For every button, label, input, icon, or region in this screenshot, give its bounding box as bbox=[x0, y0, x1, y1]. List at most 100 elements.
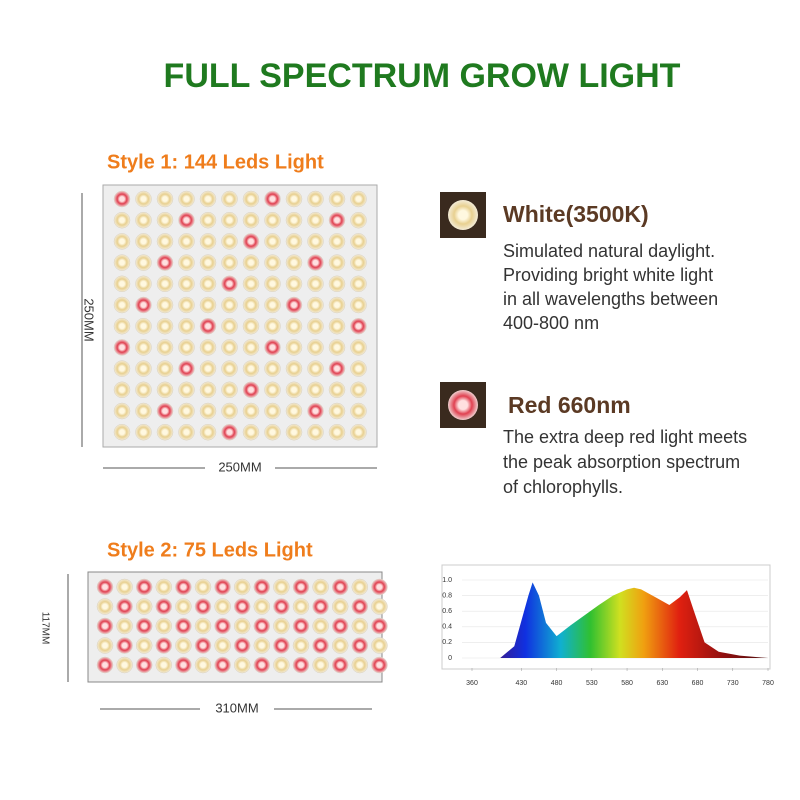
led bbox=[307, 360, 324, 377]
led bbox=[199, 190, 217, 208]
style-label: Style 1: 144 Leds Light bbox=[107, 151, 324, 173]
feature-title: Red 660nm bbox=[508, 392, 631, 418]
label-bg bbox=[205, 460, 275, 476]
led bbox=[135, 254, 152, 271]
led bbox=[350, 296, 367, 314]
led bbox=[307, 423, 324, 441]
led bbox=[221, 381, 238, 399]
led bbox=[214, 598, 231, 615]
led bbox=[242, 233, 260, 250]
title: FULL SPECTRUM GROW LIGHT bbox=[164, 57, 681, 95]
led bbox=[178, 296, 195, 314]
led bbox=[113, 360, 131, 377]
led bbox=[135, 296, 152, 314]
led bbox=[135, 617, 153, 635]
led bbox=[156, 339, 174, 356]
led bbox=[155, 617, 173, 635]
led bbox=[285, 402, 303, 420]
led bbox=[96, 598, 114, 615]
led bbox=[199, 360, 217, 377]
led bbox=[233, 656, 251, 674]
led bbox=[194, 598, 212, 615]
led bbox=[350, 360, 367, 377]
led bbox=[242, 317, 260, 335]
led bbox=[156, 381, 174, 399]
led bbox=[328, 423, 346, 441]
y-tick-label: 0.4 bbox=[442, 624, 452, 631]
y-tick-label: 1.0 bbox=[442, 577, 452, 584]
led bbox=[233, 578, 251, 596]
led bbox=[328, 317, 346, 335]
led bbox=[96, 578, 114, 596]
led bbox=[135, 190, 152, 208]
x-tick-label: 680 bbox=[692, 680, 704, 687]
led bbox=[135, 360, 152, 377]
led bbox=[199, 211, 217, 229]
led bbox=[221, 275, 238, 293]
dimension: 117MM bbox=[39, 612, 50, 645]
led bbox=[328, 339, 346, 356]
led bbox=[285, 254, 303, 271]
y-tick-label: 0.8 bbox=[442, 592, 452, 599]
x-tick-label: 630 bbox=[656, 680, 668, 687]
led bbox=[156, 233, 174, 250]
led bbox=[242, 254, 260, 271]
led bbox=[264, 339, 281, 356]
led bbox=[156, 275, 174, 293]
led bbox=[155, 656, 173, 674]
led bbox=[135, 598, 153, 615]
led bbox=[253, 617, 271, 635]
led bbox=[350, 339, 367, 356]
led bbox=[175, 617, 192, 635]
led bbox=[331, 617, 349, 635]
led bbox=[199, 296, 217, 314]
led bbox=[113, 275, 131, 293]
led bbox=[113, 317, 131, 335]
led bbox=[221, 254, 238, 271]
led bbox=[178, 275, 195, 293]
led bbox=[312, 637, 329, 654]
led bbox=[214, 617, 231, 635]
led bbox=[156, 211, 174, 229]
led bbox=[194, 617, 212, 635]
led bbox=[156, 423, 174, 441]
led bbox=[96, 656, 114, 674]
led bbox=[371, 617, 388, 635]
led bbox=[221, 402, 238, 420]
led bbox=[328, 402, 346, 420]
dimension: 250MM bbox=[218, 459, 261, 474]
led bbox=[350, 402, 367, 420]
led bbox=[285, 233, 303, 250]
led bbox=[328, 275, 346, 293]
led bbox=[253, 578, 271, 596]
led bbox=[273, 578, 290, 596]
led bbox=[116, 578, 133, 596]
led bbox=[351, 656, 369, 674]
led bbox=[273, 637, 290, 654]
led bbox=[312, 656, 329, 674]
led bbox=[113, 233, 131, 250]
led bbox=[350, 254, 367, 271]
led bbox=[292, 598, 310, 615]
led bbox=[156, 402, 174, 420]
spectrum-area bbox=[500, 582, 768, 658]
led bbox=[253, 598, 271, 615]
led bbox=[242, 211, 260, 229]
led bbox=[242, 190, 260, 208]
x-tick-label: 480 bbox=[551, 680, 563, 687]
led bbox=[178, 211, 195, 229]
style-label: Style 2: 75 Leds Light bbox=[107, 539, 313, 561]
x-tick-label: 730 bbox=[727, 680, 739, 687]
led bbox=[135, 402, 152, 420]
led bbox=[155, 637, 173, 654]
led bbox=[253, 637, 271, 654]
led bbox=[242, 360, 260, 377]
description: 400-800 nm bbox=[503, 313, 599, 333]
description: The extra deep red light meets bbox=[503, 427, 747, 447]
led bbox=[178, 190, 195, 208]
led bbox=[178, 360, 195, 377]
led bbox=[113, 402, 131, 420]
led bbox=[307, 233, 324, 250]
led bbox=[156, 296, 174, 314]
